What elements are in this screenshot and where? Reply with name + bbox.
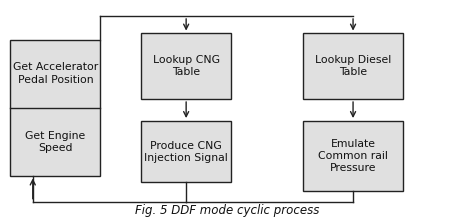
Bar [141,33,231,99]
Text: Get Engine: Get Engine [25,131,86,141]
Text: Lookup Diesel: Lookup Diesel [315,55,391,65]
Text: Get Accelerator: Get Accelerator [13,62,98,72]
Text: Common rail: Common rail [318,151,388,161]
Bar [304,33,403,99]
Text: Table: Table [172,67,200,77]
Text: Lookup CNG: Lookup CNG [153,55,220,65]
Text: Injection Signal: Injection Signal [144,152,228,163]
Text: Produce CNG: Produce CNG [150,141,222,150]
Bar [141,121,231,182]
Bar [10,40,101,176]
Text: Pedal Position: Pedal Position [18,75,93,86]
Text: Pressure: Pressure [330,163,376,173]
Bar [304,121,403,191]
Text: Speed: Speed [38,143,72,153]
Text: Emulate: Emulate [331,139,376,149]
Text: Fig. 5 DDF mode cyclic process: Fig. 5 DDF mode cyclic process [135,204,319,217]
Text: Table: Table [339,67,367,77]
